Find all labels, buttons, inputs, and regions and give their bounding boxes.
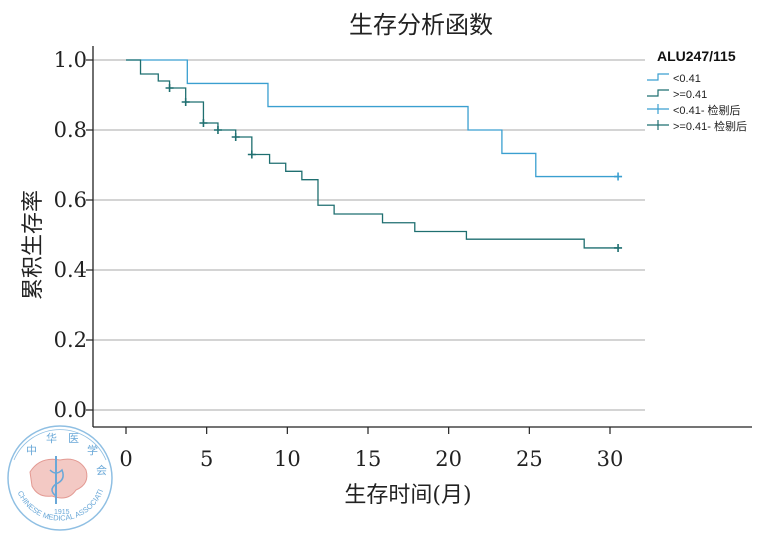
legend-item: >=0.41- 检剔后 [647,119,747,133]
x-axis-label: 生存时间(月) [344,483,471,508]
legend: ALU247/115 <0.41 >=0.41 <0.41- 检剔后 >=0.41- … [647,48,747,133]
svg-text:华: 华 [46,431,57,445]
gridlines [93,59,645,411]
svg-text:会: 会 [96,464,107,477]
axes: 0.0 0.2 0.4 0.6 0.8 1.0 0 5 10 15 20 25 30 [54,46,752,471]
censor-marks [165,84,623,252]
svg-text:医: 医 [68,433,79,445]
censor-mark [199,119,208,127]
legend-item: >=0.41 [647,89,707,101]
svg-text:1915: 1915 [54,509,70,516]
series-line-high [126,59,619,249]
censor-mark [213,126,222,134]
censor-mark [165,84,174,92]
legend-step-symbol [647,73,669,81]
chart-title: 生存分析函数 [349,11,493,39]
y-axis-label: 累积生存率 [21,190,46,300]
y-tick-label: 0.8 [54,118,87,142]
censor-mark [181,98,190,106]
legend-censor-symbol [647,104,669,114]
legend-item: <0.41 [647,73,701,85]
y-tick-label: 0.6 [54,188,87,212]
legend-label: >=0.41- 检剔后 [673,119,747,133]
legend-item: <0.41- 检剔后 [647,103,741,117]
censor-mark [614,243,623,252]
y-tick-label: 0.4 [54,258,87,282]
x-tick-label: 10 [274,447,301,471]
censor-mark [614,172,623,181]
x-tick-label: 0 [119,447,132,471]
x-tick-label: 5 [200,447,213,471]
y-tick-label: 0.0 [54,398,87,422]
x-tick-label: 30 [597,447,624,471]
legend-title: ALU247/115 [657,48,736,64]
legend-censor-symbol [647,120,669,130]
censor-mark [247,150,256,159]
y-tick-label: 1.0 [54,48,87,72]
svg-text:学: 学 [87,443,98,457]
svg-text:中: 中 [26,444,37,457]
x-tick-label: 15 [355,447,382,471]
x-tick-label: 20 [435,447,462,471]
china-map-seal-icon: 中 华 医 学 会 1915 CHINESE MEDICAL ASSOCIATI… [7,425,113,531]
legend-label: <0.41- 检剔后 [673,103,741,117]
x-tick-label: 25 [516,447,543,471]
legend-label: >=0.41 [673,89,707,101]
series-lines [126,59,619,249]
y-tick-label: 0.2 [54,328,87,352]
legend-label: <0.41 [673,73,701,85]
series-line-low [126,59,619,178]
legend-step-symbol [647,89,669,97]
censor-mark [231,133,240,141]
